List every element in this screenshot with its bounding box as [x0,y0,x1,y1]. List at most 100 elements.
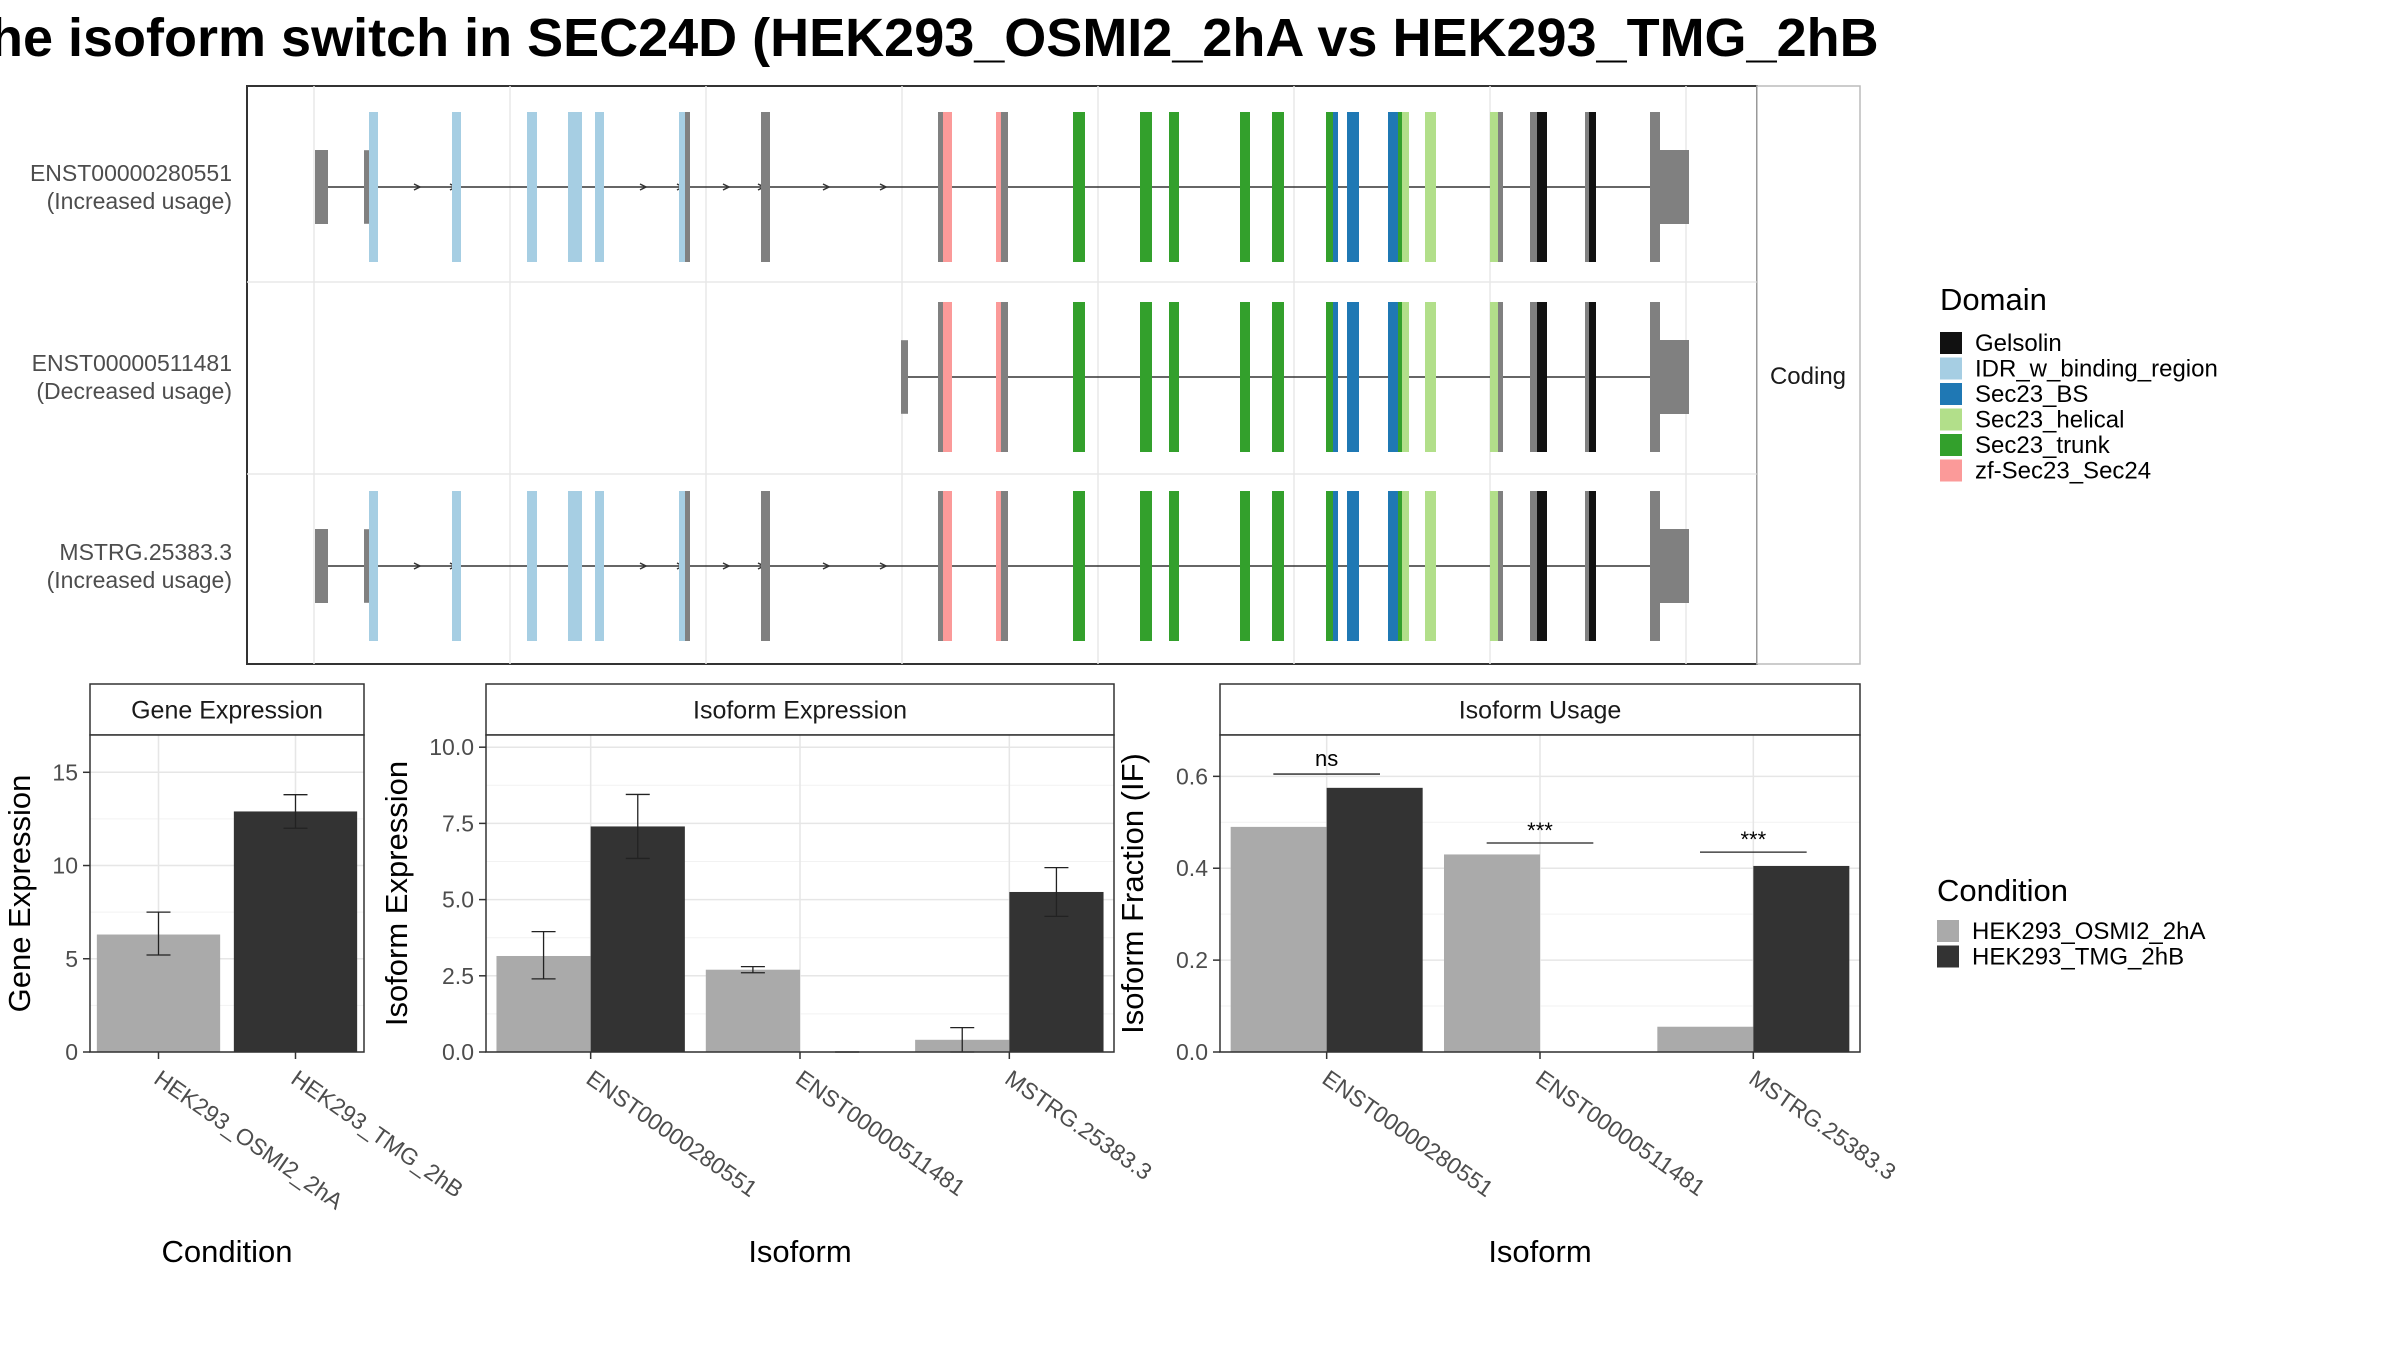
bar [1444,854,1540,1052]
significance-label: *** [1740,827,1766,852]
bar [1657,1026,1754,1052]
exon-block [679,112,685,262]
exon-block [1388,491,1398,641]
domain-legend-title: Domain [1940,282,2047,317]
exon-block [315,529,328,603]
isoform-usage-panel: Isoform Usage 0.0 0.2 0.4 0.6 ENST00000280551… [1115,683,1901,1269]
transcript-labels: ENST00000280551(Increased usage)ENST0000… [30,160,232,593]
domain-legend-key [1940,383,1962,405]
exon-block [568,491,582,641]
exon-block [1650,112,1660,262]
condition-legend-label: HEK293_OSMI2_2hA [1972,918,2205,945]
y-tick-label: 15 [52,759,78,785]
coding-strip [1756,85,1861,665]
x-tick-label: ENST00000280551 [582,1065,762,1202]
exon-block [1326,302,1333,452]
exon-block [938,491,943,641]
exon-block [1347,491,1359,641]
exon-block [1589,302,1596,452]
exon-block [364,150,369,224]
strand-arrow [822,562,831,570]
y-tick-label: 5.0 [442,887,474,913]
bar [1753,865,1850,1052]
exon-block [1169,112,1179,262]
exon-block [1333,491,1338,641]
exon-block [1240,491,1250,641]
strand-arrow [413,183,422,191]
exon-block [1537,302,1547,452]
transcript-track [901,302,1689,452]
exon-block [1402,112,1409,262]
x-axis-title: Isoform [748,1234,851,1269]
exon-block [595,491,604,641]
exon-block [1073,112,1085,262]
bar [1009,891,1104,1052]
exon-block [1240,302,1250,452]
exon-block [1537,491,1547,641]
exon-block [1333,302,1338,452]
coding-strip-label: Coding [1770,363,1846,390]
transcript-track [315,112,1689,262]
exon-block [1140,112,1152,262]
domain-legend-label: zf-Sec23_Sec24 [1975,458,2151,485]
y-tick-label: 0.4 [1176,855,1208,881]
domain-legend-key [1940,357,1962,380]
exon-block [1001,302,1008,452]
exon-block [568,112,582,262]
exon-block [1537,112,1547,262]
panel-border [485,734,1115,1053]
exon-block [996,112,1001,262]
structure-tracks [315,112,1689,641]
exon-block [1585,112,1589,262]
domain-legend-key [1940,332,1962,354]
transcript-track [315,491,1689,641]
transcript-usage-label: (Decreased usage) [36,378,232,404]
exon-block [1402,302,1409,452]
condition-legend-key [1937,945,1959,968]
exon-block [901,340,908,414]
strand-arrow [639,183,648,191]
y-axis-title: Isoform Fraction (IF) [1115,753,1150,1034]
y-axis-title: Isoform Expression [379,761,414,1026]
x-tick-label: ENST00000511481 [1531,1065,1710,1201]
exon-block [315,150,328,224]
domain-legend-label: Sec23_BS [1975,381,2088,408]
exon-block [369,112,378,262]
exon-block [996,491,1001,641]
significance-label: ns [1315,746,1338,771]
exon-block [996,302,1001,452]
y-tick-label: 0.0 [442,1039,474,1065]
exon-block [1272,112,1284,262]
x-axis-title: Condition [162,1234,293,1269]
panel-strip [485,683,1115,736]
exon-block [1388,302,1398,452]
strand-arrow [822,183,831,191]
transcript-usage-label: (Increased usage) [47,188,232,214]
y-tick-label: 7.5 [442,810,474,836]
transcript-id-label: MSTRG.25383.3 [59,539,232,565]
exon-block [1498,302,1503,452]
exon-block [527,491,537,641]
exon-block [761,112,770,262]
exon-block [1347,302,1359,452]
y-tick-label: 5 [65,946,78,972]
domain-legend-key [1940,408,1962,431]
exon-block [1650,302,1660,452]
exon-block [364,529,369,603]
exon-block [943,491,952,641]
transcript-structure-panel: Coding ENST00000280551(Increased usage)E… [30,85,1861,665]
bar [1230,826,1327,1052]
panel-border [89,734,365,1053]
exon-block [1402,491,1409,641]
y-tick-label: 2.5 [442,963,474,989]
x-tick-label: MSTRG.25383.3 [1000,1065,1156,1185]
y-tick-label: 10.0 [429,734,474,760]
exon-block [1585,491,1589,641]
domain-legend-label: Gelsolin [1975,330,2062,357]
exon-block [1388,112,1398,262]
bar [233,811,358,1052]
exon-block [761,491,770,641]
exon-block [1169,491,1179,641]
condition-legend-label: HEK293_TMG_2hB [1972,944,2184,971]
